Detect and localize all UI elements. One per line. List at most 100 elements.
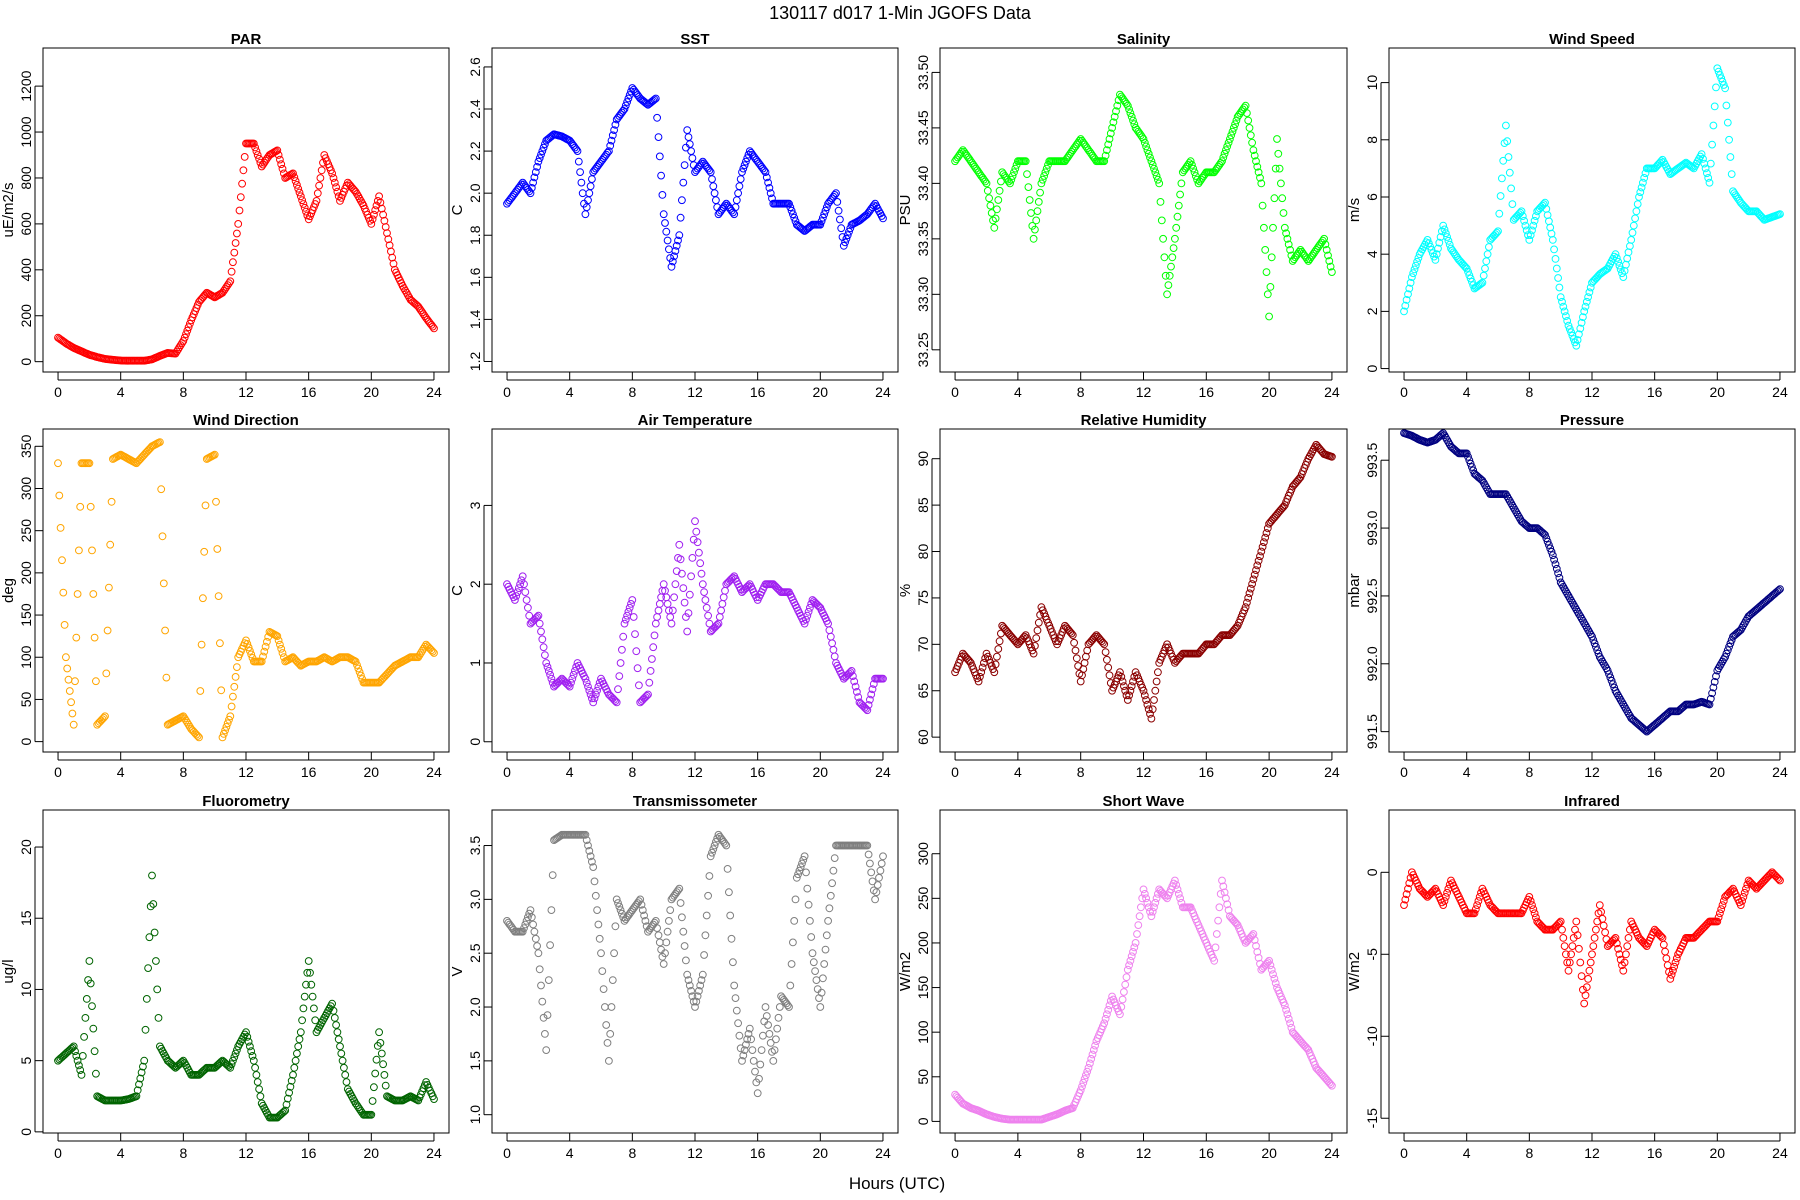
data-point-interp [614, 685, 622, 694]
data-point-interp [851, 682, 860, 691]
data-point-interp [530, 615, 539, 624]
y-tick-label: 5 [18, 1057, 34, 1065]
data-point-interp [764, 1021, 772, 1029]
data-point-interp [541, 140, 549, 149]
data-point-interp [1248, 138, 1256, 147]
data-point-interp [1584, 626, 1592, 634]
data-point [683, 970, 692, 979]
data-point-interp [260, 158, 269, 167]
data-point [1116, 1010, 1124, 1019]
data-point-interp [102, 669, 111, 678]
data-point-interp [106, 540, 115, 549]
data-point-interp [1169, 244, 1178, 253]
data-point-interp [1706, 159, 1715, 168]
data-point-interp [193, 732, 202, 740]
data-point [1697, 150, 1706, 159]
data-point-interp [1127, 682, 1136, 690]
data-point-interp [1118, 995, 1127, 1004]
data-point [1533, 917, 1542, 926]
data-point-interp [734, 1019, 742, 1028]
data-point-interp [1150, 696, 1158, 704]
x-tick-label: 12 [238, 1145, 254, 1161]
data-point-interp [146, 443, 155, 452]
data-point-interp [278, 164, 287, 173]
data-point-interp [868, 685, 877, 694]
data-point-interp [1027, 209, 1035, 217]
data-point-interp [530, 927, 539, 936]
data-point-interp [1409, 269, 1418, 278]
data-point-interp [341, 1071, 350, 1079]
data-point-interp [867, 868, 876, 877]
data-point-interp [107, 497, 116, 506]
data-point [534, 949, 543, 958]
data-point-interp [1753, 883, 1762, 892]
data-point-interp [1212, 930, 1221, 938]
data-point-interp [774, 1013, 783, 1022]
data-point-interp [1032, 634, 1041, 642]
data-point-interp [638, 906, 647, 914]
data-point-interp [368, 1097, 377, 1105]
data-point-interp [236, 193, 245, 202]
y-axis-label: ug/l [0, 959, 17, 983]
data-point-interp [1127, 112, 1136, 121]
x-tick-label: 20 [1710, 384, 1726, 400]
data-point-interp [1279, 209, 1288, 217]
data-point-interp [674, 886, 682, 895]
data-point-interp [1435, 238, 1444, 247]
data-point-interp [1117, 672, 1126, 681]
data-point-interp [1722, 101, 1731, 110]
data-point-interp [1717, 905, 1726, 914]
data-point-interp [354, 664, 363, 673]
plot-frame [42, 809, 450, 1134]
data-point-interp [1121, 686, 1130, 695]
data-point-interp [574, 157, 583, 166]
data-point-interp [293, 1049, 301, 1058]
data-point-interp [710, 623, 719, 632]
data-point-interp [283, 1094, 292, 1103]
data-point-interp [850, 677, 859, 686]
data-point-interp [277, 160, 286, 169]
data-point-interp [682, 956, 690, 965]
data-point-interp [538, 997, 547, 1006]
data-point-interp [853, 688, 861, 696]
data-point-interp [370, 1083, 378, 1092]
data-point-interp [251, 1063, 260, 1072]
data-point-interp [1303, 255, 1311, 264]
data-point-interp [803, 611, 812, 620]
data-point [675, 884, 684, 893]
data-point-interp [1188, 161, 1196, 169]
data-point-interp [665, 917, 673, 925]
data-point-interp [1663, 961, 1672, 970]
data-point-interp [1551, 560, 1560, 569]
data-point-interp [1089, 1046, 1098, 1054]
data-point-interp [247, 650, 256, 659]
data-point [683, 627, 692, 636]
data-point-interp [696, 559, 705, 568]
data-point-interp [1034, 198, 1043, 206]
data-point-interp [735, 182, 744, 191]
data-point-interp [229, 692, 237, 701]
data-point-interp [58, 556, 66, 565]
data-point-interp [1524, 231, 1532, 240]
data-point-interp [668, 606, 677, 615]
x-tick-label: 4 [1463, 384, 1471, 400]
data-point-interp [308, 992, 317, 1001]
data-point-interp [103, 626, 112, 635]
data-point-interp [1563, 958, 1572, 967]
data-point-interp [1739, 621, 1748, 630]
data-point-interp [1490, 905, 1498, 914]
data-point-interp [635, 92, 643, 101]
data-point [832, 189, 840, 198]
data-point-interp [740, 1046, 749, 1054]
data-point [1155, 179, 1164, 188]
data-point-interp [149, 900, 158, 908]
data-point-interp [1405, 879, 1414, 888]
data-point-interp [298, 196, 307, 205]
data-point-interp [153, 985, 162, 994]
data-point-interp [640, 694, 648, 703]
figure-title: 130117 d017 1-Min JGOFS Data [769, 3, 1032, 23]
data-point-interp [578, 189, 587, 198]
y-tick-label: 992.0 [1364, 646, 1380, 681]
